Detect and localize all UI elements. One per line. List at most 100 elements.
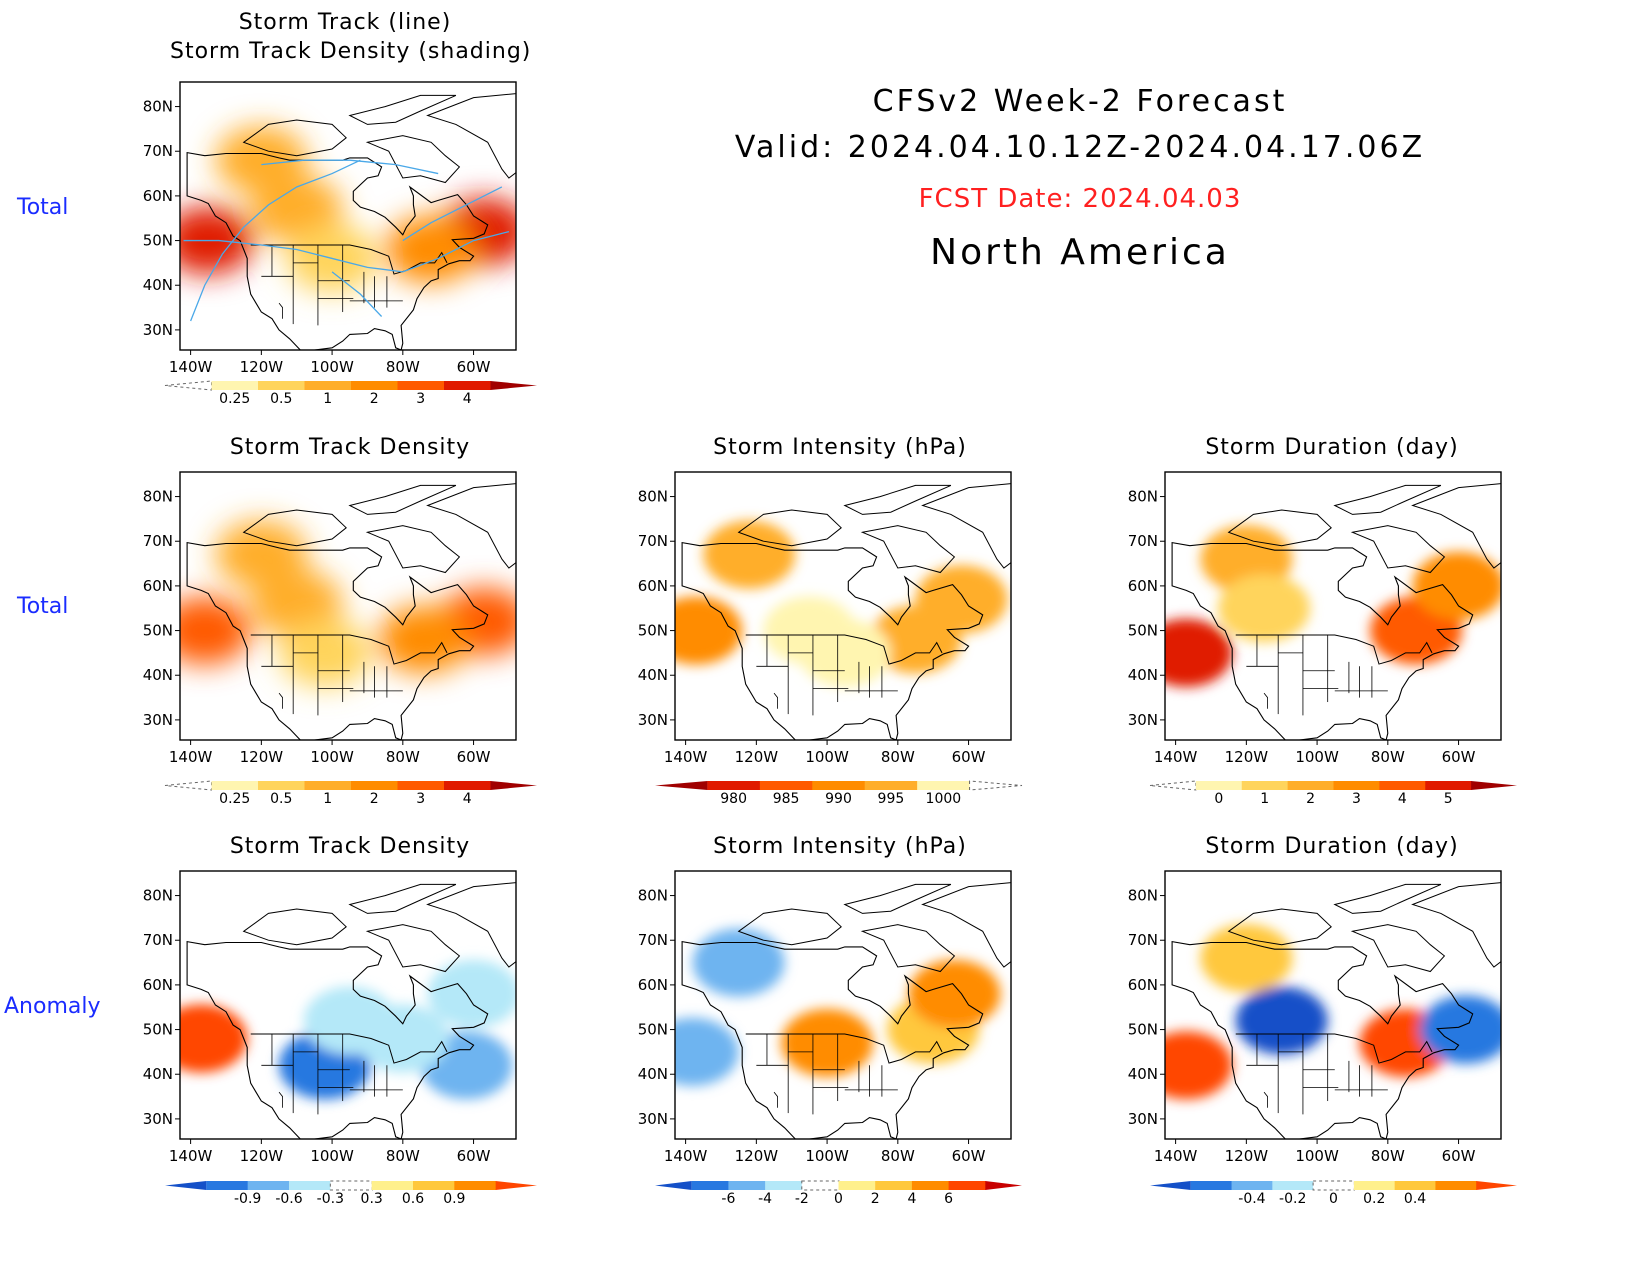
storm-track-line	[402, 186, 503, 242]
colorbar-segment	[1476, 1181, 1517, 1190]
island-outline	[1411, 483, 1501, 569]
colorbar-segment	[413, 1181, 455, 1190]
lat-tick-label: 40N	[638, 1065, 668, 1083]
lat-tick-label: 50N	[638, 1021, 668, 1039]
density-blob	[675, 1017, 739, 1086]
lon-tick-label: 60W	[1442, 1147, 1476, 1165]
colorbar-segment	[1241, 781, 1289, 790]
colorbar-segment	[875, 1181, 913, 1190]
lon-tick-label: 80W	[1371, 748, 1405, 766]
colorbar-segment	[495, 1181, 537, 1190]
island-outline	[1333, 484, 1442, 515]
lat-tick-label: 70N	[1128, 931, 1158, 949]
colorbar-label: -2	[795, 1191, 809, 1207]
lat-tick-label: 60N	[1128, 577, 1158, 595]
shading-layer	[1165, 924, 1501, 1100]
panel-title-p3: Storm Duration (day)	[1205, 435, 1459, 460]
colorbar-segment	[444, 381, 491, 390]
lon-tick-label: 140W	[1154, 748, 1198, 766]
density-blob	[180, 1004, 248, 1073]
colorbar-label: 2	[370, 391, 379, 407]
colorbar-segment	[985, 1181, 1022, 1190]
panel-title-p6: Storm Duration (day)	[1205, 834, 1459, 859]
forecast-date: FCST Date: 2024.04.03	[918, 184, 1242, 214]
colorbar-label: -0.3	[317, 1191, 344, 1207]
colorbar-segment	[258, 381, 305, 390]
density-blob	[1218, 574, 1311, 643]
lat-tick-label: 80N	[143, 887, 173, 905]
colorbar-label: 4	[463, 391, 472, 407]
state-border	[278, 302, 283, 319]
island-outline	[348, 883, 457, 914]
colorbar-label: 0.3	[361, 1191, 383, 1207]
colorbar-segment	[801, 1180, 840, 1191]
island-outline	[348, 484, 457, 515]
map-frame	[179, 471, 517, 741]
colorbar-segment	[397, 381, 445, 390]
lat-tick-label: 50N	[1128, 1021, 1158, 1039]
panel-title-p2: Storm Intensity (hPa)	[713, 435, 967, 460]
colorbar-label: -6	[721, 1191, 735, 1207]
island-outline	[860, 525, 956, 574]
island-outline	[737, 509, 842, 547]
island-outline	[921, 483, 1011, 569]
colorbar-segment	[864, 781, 918, 790]
colorbar-segment	[1333, 781, 1380, 790]
storm-track-line	[183, 231, 510, 273]
lat-tick-label: 70N	[638, 532, 668, 550]
colorbar-segment	[1435, 1181, 1477, 1190]
lat-tick-label: 30N	[638, 711, 668, 729]
lon-tick-label: 140W	[664, 748, 708, 766]
lon-tick-label: 100W	[1295, 1147, 1339, 1165]
row-label-2: Total	[17, 594, 69, 619]
lat-tick-label: 40N	[143, 276, 173, 294]
lat-tick-label: 60N	[638, 976, 668, 994]
island-outline	[365, 924, 461, 973]
national-border	[250, 1033, 448, 1064]
map-panel-p5: 140W 120W 100W 80W 60W 80N 70N 60N 50N 40N 30N	[638, 870, 1012, 1165]
density-blob	[1165, 1031, 1233, 1100]
lat-tick-label: 80N	[638, 488, 668, 506]
map-area	[180, 472, 516, 740]
lon-tick-label: 80W	[386, 358, 420, 376]
colorbar-label: 2	[871, 1191, 880, 1207]
storm-track-line	[190, 159, 361, 322]
colorbar-p5: -6 -4 -2 0 2 4 6	[655, 1180, 1022, 1207]
colorbar-segment	[1195, 781, 1243, 790]
map-panel-p6: 140W 120W 100W 80W 60W 80N 70N 60N 50N 40N 30N	[1128, 870, 1502, 1165]
island-outline	[1333, 883, 1442, 914]
state-border	[1263, 692, 1268, 709]
density-blob	[703, 520, 796, 589]
colorbar-segment	[1272, 1181, 1314, 1190]
shading-layer	[180, 126, 516, 293]
map-panel-p1: 140W 120W 100W 80W 60W 80N 70N 60N 50N 40N 30N	[143, 471, 517, 766]
lat-tick-label: 60N	[143, 976, 173, 994]
lat-tick-label: 60N	[143, 577, 173, 595]
lat-tick-label: 50N	[143, 622, 173, 640]
colorbar-label: 4	[907, 1191, 916, 1207]
lon-tick-label: 100W	[1295, 748, 1339, 766]
lat-tick-label: 30N	[143, 321, 173, 339]
colorbar-label: -0.4	[1238, 1191, 1265, 1207]
colorbar-segment	[691, 1181, 729, 1190]
colorbar-label: 2	[1306, 791, 1315, 807]
colorbar-segment	[164, 380, 212, 391]
colorbar-segment	[1394, 1181, 1436, 1190]
lat-tick-label: 80N	[143, 488, 173, 506]
lon-tick-label: 80W	[881, 1147, 915, 1165]
density-blob	[798, 618, 891, 687]
colorbar-segment	[728, 1181, 766, 1190]
colorbar-segment	[397, 781, 445, 790]
coastline	[681, 541, 984, 740]
island-outline	[1411, 882, 1501, 968]
map-area	[180, 871, 516, 1139]
colorbar-segment	[1231, 1181, 1273, 1190]
colorbar-segment	[289, 1181, 331, 1190]
lat-tick-label: 70N	[143, 931, 173, 949]
lon-tick-label: 100W	[310, 358, 354, 376]
colorbar-segment	[1379, 781, 1426, 790]
island-outline	[426, 93, 516, 179]
island-outline	[365, 525, 461, 574]
map-frame	[674, 471, 1012, 741]
colorbar-segment	[1471, 781, 1517, 790]
